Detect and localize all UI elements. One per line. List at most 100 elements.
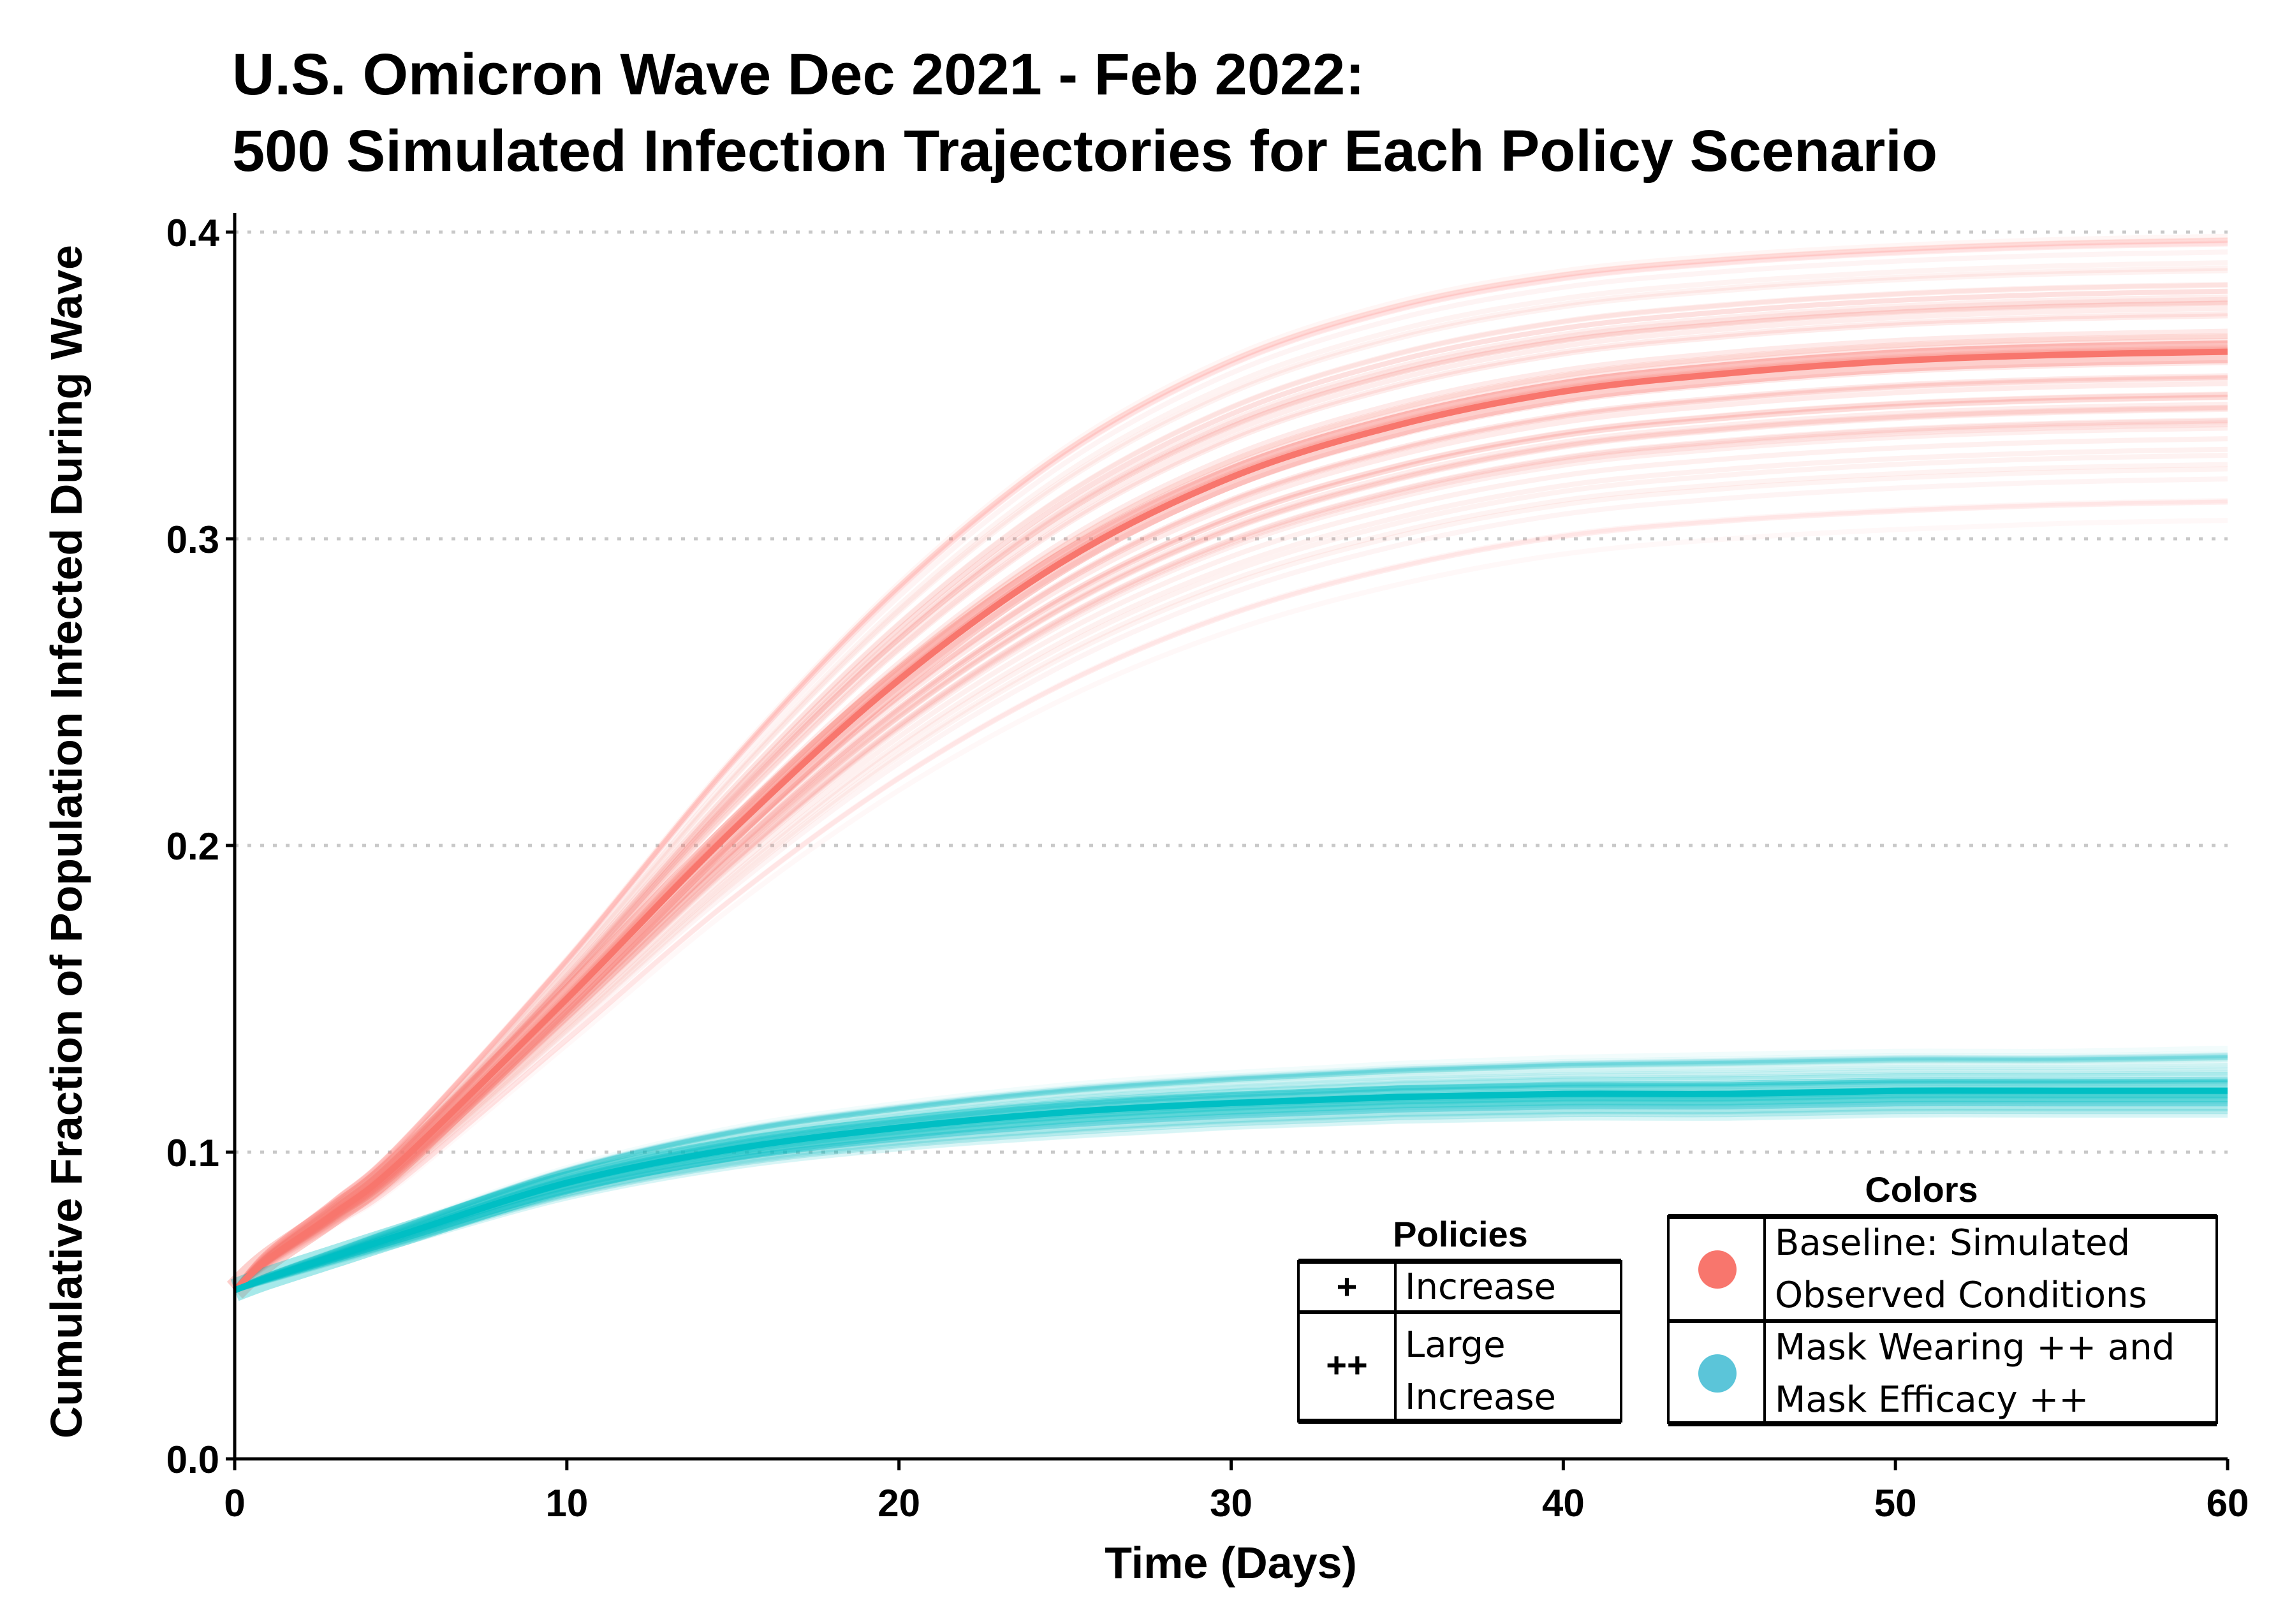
- mask-policy-label-line-1: Mask Wearing ++ and: [1775, 1327, 2175, 1368]
- trajectory-1-43: [233, 1100, 2228, 1293]
- trajectory-0-15: [233, 294, 2228, 1292]
- trajectory-1-26: [233, 1105, 2228, 1293]
- trajectory-1-41: [233, 1099, 2228, 1293]
- trajectory-1-38: [233, 1055, 2228, 1293]
- trajectory-1-14: [233, 1070, 2228, 1293]
- trajectory-0-3: [233, 446, 2228, 1292]
- x-tick-label-4: 40: [1542, 1482, 1585, 1525]
- trajectory-0-38: [232, 233, 2228, 1292]
- trajectory-1-56: [233, 1106, 2228, 1293]
- trajectory-0-6: [233, 406, 2228, 1292]
- series-1-median-line: [233, 1087, 2228, 1294]
- trajectory-0-50: [233, 394, 2228, 1292]
- trajectory-0-14: [233, 391, 2228, 1292]
- trajectory-0-32: [232, 260, 2228, 1292]
- x-tick-label-2: 20: [878, 1482, 920, 1525]
- trajectory-1-48: [233, 1067, 2228, 1293]
- trajectory-0-0: [233, 518, 2228, 1292]
- x-tick-label-5: 50: [1874, 1482, 1917, 1525]
- trajectory-1-39: [233, 1053, 2228, 1293]
- series-0-core-band: [226, 340, 2228, 1299]
- x-tick-label-1: 10: [545, 1482, 588, 1525]
- trajectory-1-18: [233, 1096, 2228, 1293]
- trajectory-1-59: [233, 1053, 2228, 1293]
- trajectory-0-1: [232, 238, 2228, 1292]
- trajectory-1-40: [233, 1065, 2228, 1293]
- colors-legend: Colors Baseline: Simulated Observed Cond…: [1667, 1169, 2218, 1426]
- trajectory-0-53: [232, 237, 2228, 1292]
- trajectory-0-40: [233, 288, 2228, 1292]
- trajectory-0-52: [233, 305, 2228, 1292]
- trajectory-0-28: [232, 240, 2228, 1292]
- policy-symbol-large-increase: ++: [1326, 1345, 1367, 1385]
- trajectory-1-31: [233, 1105, 2228, 1293]
- trajectory-1-37: [233, 1055, 2228, 1293]
- trajectory-1-23: [233, 1060, 2228, 1293]
- trajectory-1-47: [233, 1101, 2228, 1293]
- trajectory-1-52: [233, 1055, 2228, 1293]
- trajectory-1-55: [233, 1054, 2228, 1293]
- trajectory-0-33: [233, 406, 2228, 1292]
- trajectory-1-35: [233, 1051, 2228, 1293]
- gridlines: [235, 230, 2228, 1154]
- trajectory-1-58: [233, 1112, 2228, 1293]
- trajectory-1-24: [233, 1108, 2228, 1293]
- trajectory-1-53: [233, 1101, 2228, 1293]
- trajectory-1-21: [233, 1055, 2228, 1293]
- trajectory-bands: [226, 233, 2228, 1301]
- trajectory-0-8: [233, 282, 2228, 1292]
- chart-title-line-1: U.S. Omicron Wave Dec 2021 - Feb 2022:: [232, 42, 1365, 107]
- trajectory-0-22: [233, 476, 2228, 1292]
- trajectory-1-0: [233, 1096, 2228, 1293]
- trajectory-0-41: [232, 249, 2228, 1292]
- trajectory-0-58: [233, 395, 2228, 1292]
- policies-legend-title: Policies: [1393, 1214, 1528, 1254]
- trajectory-0-43: [233, 425, 2228, 1292]
- trajectory-0-17: [233, 499, 2228, 1292]
- y-tick-label-4: 0.4: [166, 212, 220, 254]
- policy-label-large-increase-line-2: Increase: [1405, 1377, 1556, 1418]
- baseline-label-line-1: Baseline: Simulated: [1775, 1222, 2130, 1264]
- trajectory-1-51: [233, 1101, 2228, 1293]
- y-axis-label: Cumulative Fraction of Population Infect…: [41, 245, 91, 1438]
- x-tick-label-0: 0: [224, 1482, 245, 1525]
- trajectory-0-55: [233, 462, 2228, 1292]
- trajectory-0-21: [233, 268, 2228, 1292]
- trajectory-0-12: [232, 265, 2228, 1292]
- trajectory-0-56: [233, 381, 2228, 1292]
- y-tick-label-2: 0.2: [166, 825, 219, 868]
- trajectory-1-45: [233, 1112, 2228, 1293]
- series-0-trajectories: [226, 233, 2228, 1299]
- trajectory-0-25: [233, 299, 2228, 1292]
- trajectory-1-36: [233, 1055, 2228, 1293]
- chart-title-line-2: 500 Simulated Infection Trajectories for…: [232, 119, 1937, 184]
- trajectory-0-18: [233, 300, 2228, 1292]
- colors-legend-title: Colors: [1865, 1169, 1978, 1210]
- trajectory-1-11: [233, 1072, 2228, 1293]
- trajectory-0-7: [233, 282, 2228, 1292]
- trajectory-1-20: [233, 1063, 2228, 1293]
- trajectory-1-4: [233, 1053, 2228, 1293]
- trajectory-0-20: [232, 237, 2228, 1292]
- trajectory-0-49: [233, 499, 2228, 1292]
- trajectory-0-30: [233, 392, 2228, 1292]
- trajectory-1-34: [233, 1106, 2228, 1293]
- mask-policy-color-swatch: [1698, 1354, 1737, 1393]
- trajectory-0-2: [233, 420, 2228, 1292]
- policy-label-increase: Increase: [1405, 1266, 1556, 1308]
- trajectory-0-16: [233, 296, 2228, 1292]
- policies-legend: Policies + Increase ++ Large Increase: [1297, 1214, 1622, 1424]
- y-tick-label-0: 0.0: [166, 1438, 219, 1481]
- trajectory-0-24: [232, 237, 2228, 1292]
- trajectory-1-22: [233, 1107, 2228, 1293]
- trajectory-1-44: [233, 1109, 2228, 1293]
- y-tick-label-3: 0.3: [166, 518, 219, 561]
- policy-symbol-increase: +: [1337, 1266, 1358, 1306]
- trajectory-0-11: [233, 313, 2228, 1292]
- trajectory-0-42: [233, 498, 2228, 1292]
- policy-label-large-increase-line-1: Large: [1405, 1324, 1506, 1366]
- trajectory-0-13: [233, 436, 2228, 1292]
- trajectory-1-42: [233, 1112, 2228, 1293]
- trajectory-0-34: [233, 466, 2228, 1292]
- trajectory-0-48: [232, 241, 2228, 1292]
